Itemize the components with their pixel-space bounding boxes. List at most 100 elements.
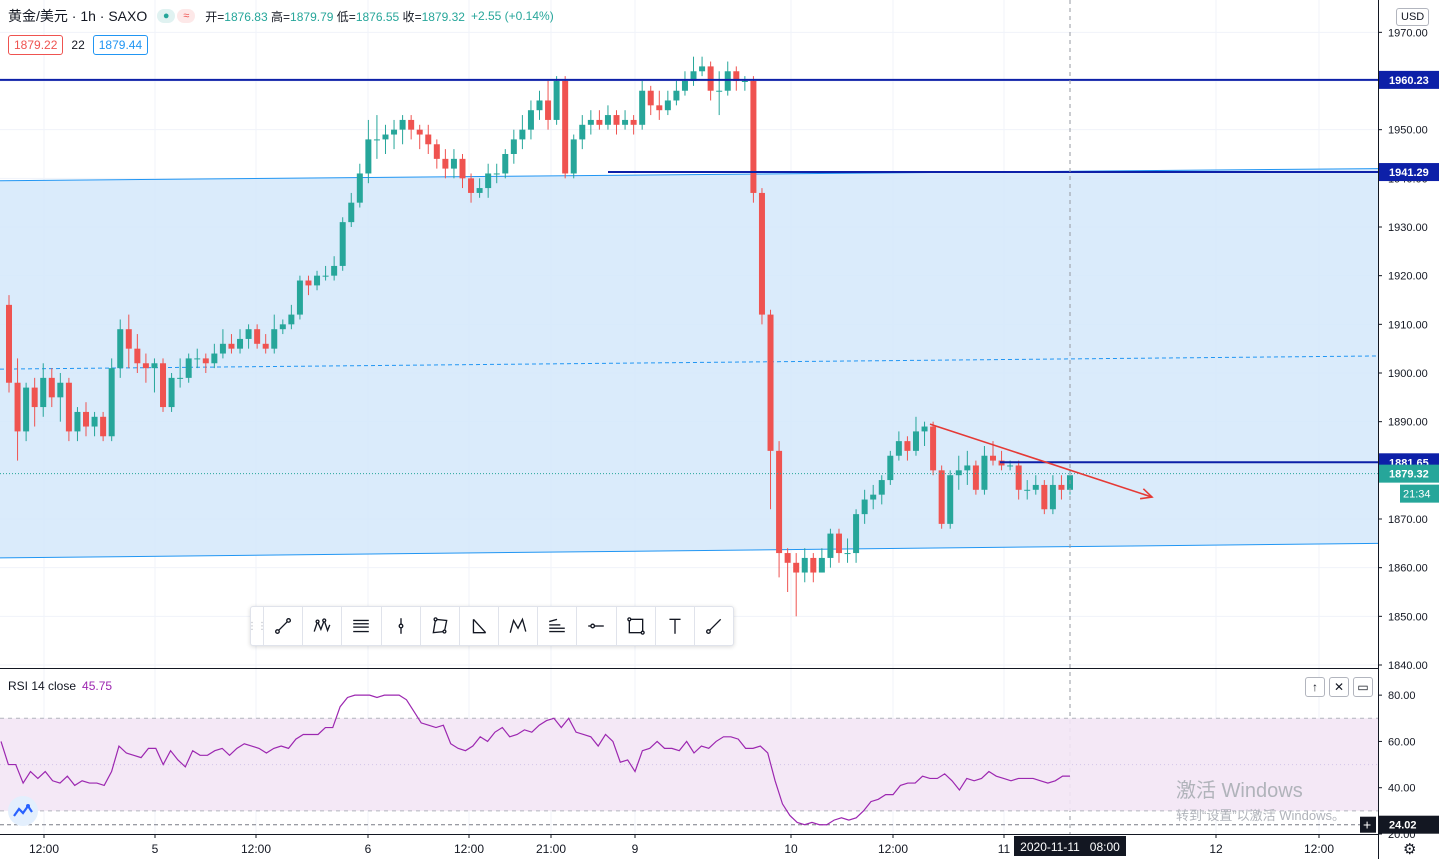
ray-tool-button[interactable] bbox=[693, 607, 733, 645]
candle-body bbox=[6, 304, 12, 383]
candle bbox=[750, 76, 757, 203]
candle bbox=[23, 382, 30, 442]
drag-handle-icon[interactable]: ⋮⋮ bbox=[247, 620, 267, 632]
pattern-tool-button[interactable] bbox=[302, 607, 341, 645]
angle-icon bbox=[472, 618, 487, 634]
candle-body bbox=[339, 222, 346, 266]
candle-body bbox=[895, 441, 902, 456]
pane-controls: ↑ ✕ ▭ bbox=[1305, 677, 1373, 697]
tradingview-logo-icon[interactable] bbox=[8, 796, 38, 826]
candle bbox=[373, 115, 380, 159]
candle bbox=[664, 90, 671, 116]
market-status-badge[interactable]: ● ≈ bbox=[157, 9, 196, 23]
candle bbox=[527, 100, 534, 140]
angle-tool-button[interactable] bbox=[458, 607, 498, 645]
candle bbox=[545, 81, 552, 130]
currency-button[interactable]: USD bbox=[1396, 8, 1430, 26]
candle bbox=[801, 548, 808, 583]
price-label-1960: 1960.23 bbox=[1389, 75, 1429, 87]
candle bbox=[887, 450, 894, 485]
time-tick-label: 12 bbox=[1209, 842, 1223, 856]
candle bbox=[108, 358, 115, 442]
candle bbox=[647, 85, 654, 116]
candle bbox=[31, 377, 38, 427]
price-tick-label: 1910.00 bbox=[1388, 319, 1428, 331]
xabcd-tool-button[interactable] bbox=[498, 607, 537, 645]
settings-gear-icon[interactable]: ⚙ bbox=[1403, 841, 1416, 858]
candle-body bbox=[23, 387, 30, 432]
candle-body bbox=[741, 81, 748, 82]
low-value: 1876.55 bbox=[355, 9, 400, 24]
candle bbox=[579, 115, 586, 150]
parallel-channel-fill bbox=[0, 168, 1378, 558]
windows-activation-watermark: 激活 Windows 转到“设置”以激活 Windows。 bbox=[1176, 774, 1345, 824]
candle bbox=[861, 489, 868, 524]
candle bbox=[365, 119, 372, 184]
candle-body bbox=[31, 387, 38, 408]
candle-body bbox=[245, 329, 252, 339]
add-icon[interactable]: + bbox=[1363, 817, 1371, 833]
pitchfork-tool-button[interactable] bbox=[341, 607, 380, 645]
candle bbox=[1049, 475, 1056, 515]
buy-price-button[interactable]: 1879.44 bbox=[92, 35, 149, 55]
candle bbox=[510, 129, 517, 164]
candle-body bbox=[65, 382, 72, 432]
chart-legend: 黄金/美元 · 1h · SAXO ● ≈ 开=1876.83 高=1879.79… bbox=[8, 6, 554, 26]
candle bbox=[382, 124, 389, 154]
maximize-icon[interactable]: ▭ bbox=[1353, 677, 1373, 697]
candle-body bbox=[177, 377, 184, 379]
candle-body bbox=[930, 426, 937, 471]
candle bbox=[57, 373, 64, 422]
candle bbox=[425, 124, 432, 154]
text-tool-button[interactable] bbox=[654, 607, 694, 645]
fib-tool-button[interactable] bbox=[537, 607, 576, 645]
candle-body bbox=[887, 455, 894, 481]
candle bbox=[502, 149, 509, 179]
candle bbox=[690, 56, 697, 86]
candle bbox=[450, 149, 457, 179]
candle bbox=[604, 105, 611, 130]
candle-body bbox=[904, 441, 911, 451]
candle-body bbox=[450, 158, 457, 169]
close-icon[interactable]: ✕ bbox=[1329, 677, 1349, 697]
candle bbox=[288, 304, 295, 330]
candle-body bbox=[622, 119, 629, 125]
candle-body bbox=[219, 343, 226, 354]
box-tool-button[interactable] bbox=[615, 607, 655, 645]
vertical-line-tool-button[interactable] bbox=[380, 607, 420, 645]
candle bbox=[741, 76, 748, 91]
rsi-legend: RSI 14 close 45.75 bbox=[8, 679, 112, 693]
candle bbox=[921, 421, 928, 446]
trend-line-tool-button[interactable] bbox=[263, 607, 302, 645]
candle-body bbox=[562, 81, 569, 174]
candle bbox=[878, 475, 885, 505]
sell-price-button[interactable]: 1879.22 bbox=[8, 35, 64, 55]
candle bbox=[245, 324, 252, 349]
last-price-label-bg bbox=[1379, 464, 1439, 483]
price-tick-label: 1970.00 bbox=[1388, 27, 1428, 39]
candle-body bbox=[1024, 489, 1031, 491]
candle bbox=[262, 334, 269, 354]
rectangle-tool-button[interactable] bbox=[419, 607, 459, 645]
candle bbox=[964, 450, 971, 485]
candle-body bbox=[100, 416, 107, 437]
candle-body bbox=[125, 329, 132, 349]
candle bbox=[673, 81, 680, 106]
move-up-icon[interactable]: ↑ bbox=[1305, 677, 1325, 697]
candle bbox=[1058, 475, 1065, 500]
horizontal-line-tool-button[interactable] bbox=[576, 607, 615, 645]
candle-body bbox=[142, 363, 149, 369]
candle-body bbox=[108, 368, 115, 437]
pitchfork-icon bbox=[353, 619, 370, 633]
countdown-bg bbox=[1400, 484, 1439, 503]
time-tick-label: 10 bbox=[784, 842, 798, 856]
time-tick-label: 5 bbox=[152, 842, 159, 856]
candle bbox=[100, 411, 107, 442]
candle bbox=[1024, 480, 1031, 500]
candle bbox=[981, 446, 988, 495]
high-value: 1879.79 bbox=[290, 9, 334, 24]
candle-body bbox=[835, 533, 842, 554]
candle-body bbox=[553, 81, 560, 120]
candle-body bbox=[279, 324, 286, 330]
